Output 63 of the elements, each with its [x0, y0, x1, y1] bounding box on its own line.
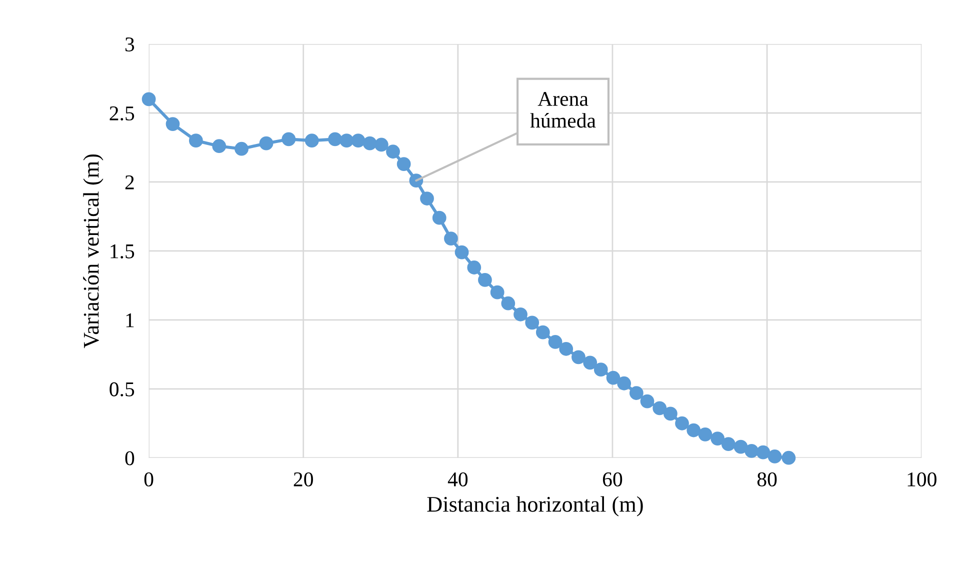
point — [444, 232, 458, 246]
point — [478, 272, 492, 287]
x-tick-label: 0 — [144, 472, 154, 486]
y-tick-label: 0 — [125, 451, 134, 466]
x-tick-label: 20 — [294, 472, 313, 486]
point — [606, 370, 620, 385]
point — [734, 440, 748, 454]
y-tick-label: 3 — [125, 37, 134, 52]
point — [142, 92, 156, 106]
y-tick-label: 1 — [126, 313, 134, 328]
x-tick-label: 60 — [602, 472, 622, 486]
point — [282, 132, 296, 146]
point — [259, 136, 274, 150]
point — [768, 450, 782, 464]
y-tick-label: 2.5 — [110, 106, 134, 121]
x-tick-label: 100 — [908, 472, 936, 486]
point — [744, 444, 759, 458]
point — [652, 401, 667, 416]
point — [583, 356, 598, 370]
y-tick-label: 2 — [125, 175, 134, 190]
point — [454, 245, 469, 260]
point — [710, 432, 725, 446]
point — [212, 139, 226, 154]
point — [490, 285, 504, 300]
point — [675, 416, 689, 430]
point — [234, 142, 248, 156]
point — [467, 260, 482, 274]
point — [386, 144, 400, 159]
point — [166, 117, 180, 131]
point — [548, 335, 562, 349]
y-tick-label: 0.5 — [110, 382, 134, 396]
point — [698, 427, 712, 442]
point — [572, 350, 586, 364]
point — [756, 445, 770, 460]
point — [362, 136, 377, 150]
point — [188, 134, 203, 148]
point — [304, 134, 319, 148]
point — [663, 406, 678, 421]
x-tick-label: 80 — [757, 472, 777, 486]
point — [328, 132, 342, 146]
point — [782, 450, 796, 465]
point — [340, 134, 354, 148]
point — [686, 423, 701, 438]
point — [514, 307, 528, 322]
x-tick-label: 40 — [448, 472, 468, 486]
point — [396, 157, 411, 171]
point — [501, 296, 516, 310]
y-axis-title: Variación vertical (m) — [83, 154, 104, 348]
point — [525, 316, 540, 330]
point — [432, 210, 446, 225]
annotation: Arena húmeda — [530, 92, 596, 128]
point — [617, 376, 632, 390]
point — [640, 394, 654, 408]
point — [374, 138, 388, 152]
point — [721, 437, 736, 452]
point — [629, 386, 644, 400]
point — [594, 362, 608, 377]
point — [420, 192, 434, 206]
point — [536, 325, 550, 340]
point — [351, 134, 366, 148]
point — [559, 342, 574, 356]
y-tick-label: 1.5 — [110, 244, 134, 258]
x-axis-title: Distancia horizontal (m) — [427, 496, 643, 516]
